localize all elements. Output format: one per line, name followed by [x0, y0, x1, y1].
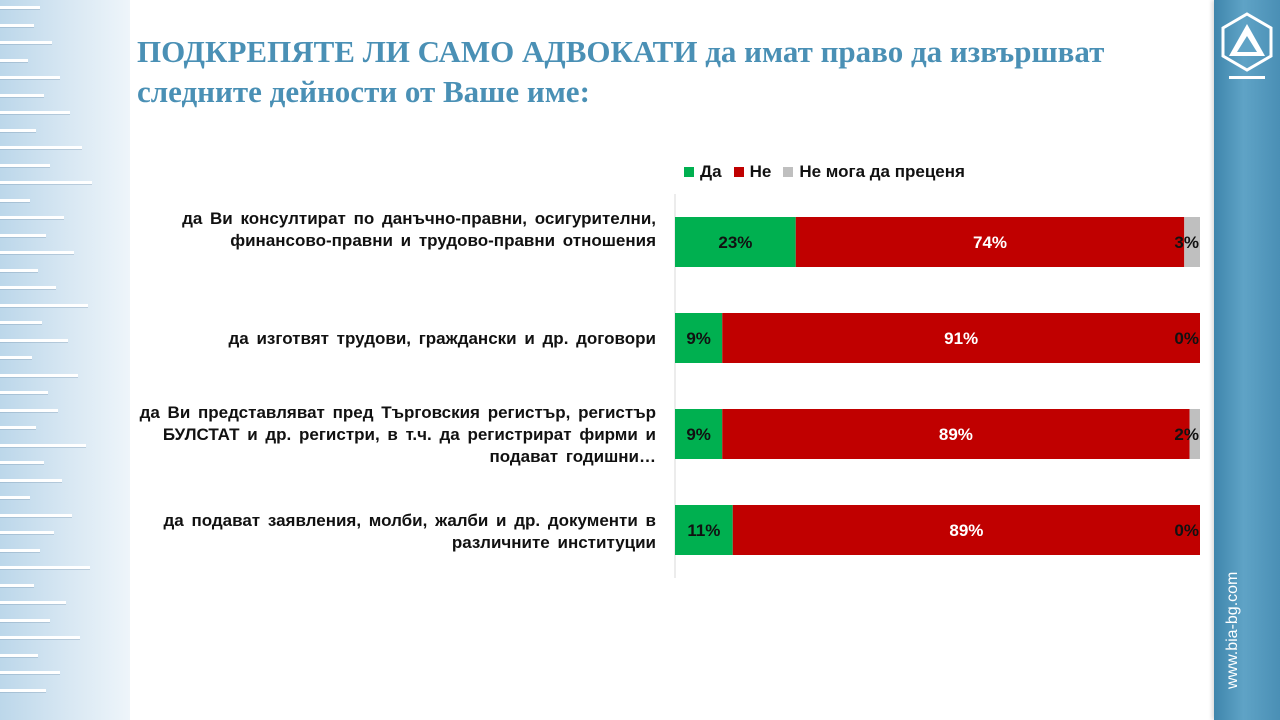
- decorative-stripe: [0, 671, 60, 674]
- legend-item-da: Да: [684, 162, 722, 182]
- category-label-3: да Ви представляват пред Търговския реги…: [139, 403, 656, 466]
- data-label-ne-moga-3: 2%: [1174, 425, 1199, 444]
- data-label-da-1: 23%: [718, 233, 752, 252]
- category-label-4: да подават заявления, молби, жалби и др.…: [163, 511, 656, 552]
- decorative-stripe: [0, 566, 90, 569]
- category-label-2: да изготвят трудови, граждански и др. до…: [228, 329, 656, 348]
- legend-swatch-da: [684, 167, 694, 177]
- legend-label-ne: Не: [749, 162, 772, 181]
- data-label-ne-4: 89%: [949, 521, 983, 540]
- data-label-da-2: 9%: [686, 329, 711, 348]
- decorative-stripe: [0, 426, 36, 429]
- bar-segment-da-1: [675, 217, 796, 267]
- legend-item-ne: Не: [733, 162, 772, 182]
- decorative-stripe: [0, 268, 38, 272]
- legend-label-ne-moga: Не мога да преценя: [799, 162, 965, 181]
- data-label-ne-2: 91%: [944, 329, 978, 348]
- decorative-stripe: [0, 198, 30, 202]
- decorative-stripe: [0, 688, 46, 692]
- legend-swatch-ne-moga: [783, 167, 794, 177]
- decorative-stripe: [0, 58, 28, 62]
- right-sidebar: www.bia-bg.com: [1214, 0, 1280, 720]
- bar-segment-ne-1: [795, 217, 1185, 267]
- decorative-stripe: [0, 93, 44, 97]
- decorative-stripe: [0, 373, 78, 377]
- decorative-stripe: [0, 653, 38, 657]
- bar-segment-da-4: [675, 505, 733, 555]
- left-decorative-panel: [0, 0, 130, 720]
- legend-label-da: Да: [700, 162, 722, 181]
- decorative-stripe: [0, 303, 88, 307]
- legend-swatch-ne: [733, 167, 744, 177]
- decorative-stripe: [0, 233, 46, 237]
- bia-logo-icon: [1221, 12, 1273, 79]
- decorative-stripe: [0, 391, 48, 394]
- data-label-ne-1: 74%: [973, 233, 1007, 252]
- bar-segment-ne-2: [722, 313, 1200, 363]
- decorative-stripe: [0, 251, 74, 254]
- decorative-stripe: [0, 6, 40, 9]
- legend-item-ne-moga: Не мога да преценя: [783, 162, 965, 182]
- decorative-stripe: [0, 618, 50, 622]
- decorative-stripe: [0, 408, 58, 412]
- chart-legend: Да Не Не мога да преценя: [684, 162, 965, 182]
- data-label-ne-3: 89%: [939, 425, 973, 444]
- decorative-stripe: [0, 23, 34, 27]
- bar-segment-ne-3: [722, 409, 1190, 459]
- decorative-stripe: [0, 163, 50, 167]
- decorative-stripe: [0, 513, 72, 517]
- decorative-stripe: [0, 128, 36, 132]
- decorative-stripe: [0, 41, 52, 44]
- bar-segment-ne-4: [732, 505, 1200, 555]
- data-label-da-3: 9%: [686, 425, 711, 444]
- decorative-stripe: [0, 181, 92, 184]
- data-label-ne-moga-2: 0%: [1174, 329, 1199, 348]
- decorative-stripe: [0, 216, 64, 219]
- decorative-stripe: [0, 583, 34, 587]
- decorative-stripe: [0, 461, 44, 464]
- slide-title: ПОДКРЕПЯТЕ ЛИ САМО АДВОКАТИ да имат прав…: [137, 34, 1105, 109]
- bar-segment-da-2: [675, 313, 723, 363]
- decorative-stripe: [0, 76, 60, 79]
- bar-segment-ne-moga-3: [1189, 409, 1200, 459]
- bar-segment-ne-moga-1: [1184, 217, 1200, 267]
- data-label-ne-moga-4: 0%: [1174, 521, 1199, 540]
- bar-segment-da-3: [675, 409, 723, 459]
- data-label-da-4: 11%: [687, 521, 720, 540]
- decorative-stripe: [0, 531, 54, 534]
- decorative-stripe: [0, 548, 40, 552]
- decorative-stripe: [0, 286, 56, 289]
- decorative-stripe: [0, 111, 70, 114]
- decorative-stripe: [0, 478, 62, 482]
- data-label-ne-moga-1: 3%: [1174, 233, 1199, 252]
- decorative-stripe: [0, 496, 30, 499]
- decorative-stripe: [0, 338, 68, 342]
- decorative-stripe: [0, 321, 42, 324]
- decorative-stripe: [0, 601, 66, 604]
- decorative-stripe: [0, 356, 32, 359]
- decorative-stripe: [0, 146, 82, 149]
- decorative-stripe: [0, 636, 80, 639]
- category-label-1: да Ви консултират по данъчно-правни, оси…: [182, 209, 656, 250]
- decorative-stripe: [0, 443, 86, 447]
